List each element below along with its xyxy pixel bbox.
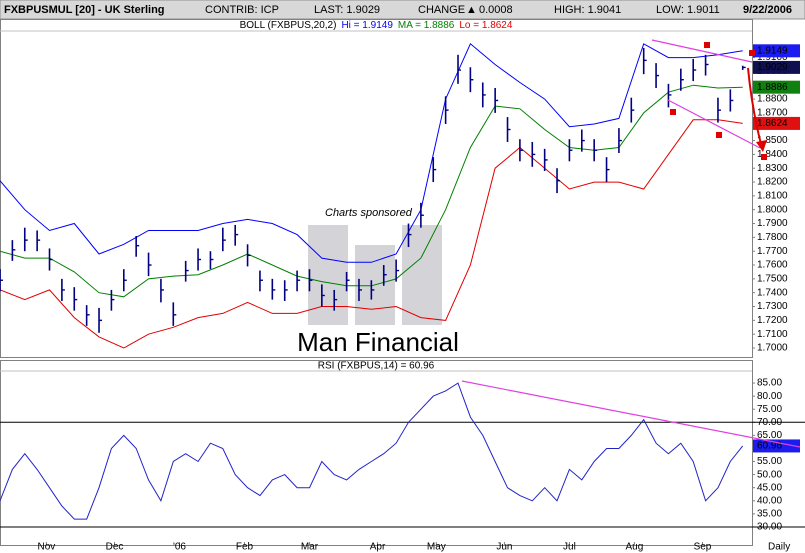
y-tick-label: 1.7000 <box>757 343 788 354</box>
x-tick-label: Jul <box>563 542 576 553</box>
period: Daily <box>768 542 790 553</box>
change: CHANGE <box>418 4 465 16</box>
x-tick-label: Jun <box>496 542 512 553</box>
change-value: 0.0008 <box>479 4 513 16</box>
value-box-label: 60.96 <box>757 441 782 452</box>
y-tick-label: 1.7900 <box>757 218 788 229</box>
x-tick-label: Nov <box>38 542 56 553</box>
y-tick-label: 1.7400 <box>757 287 788 298</box>
y-tick-label: 1.8700 <box>757 108 788 119</box>
marker <box>749 50 755 56</box>
y-tick-label: 1.7100 <box>757 329 788 340</box>
y-tick-label: 1.7200 <box>757 315 788 326</box>
chart-title: RSI (FXBPUS,14) = 60.96 <box>318 361 435 372</box>
x-tick-label: Apr <box>370 542 386 553</box>
value-box <box>753 439 800 453</box>
band-line <box>0 42 743 263</box>
x-tick-label: '06 <box>173 542 186 553</box>
marker <box>704 42 710 48</box>
change-arrow: ▲ <box>466 4 477 16</box>
band-line <box>0 119 743 349</box>
x-tick-label: Aug <box>626 542 644 553</box>
y-tick-label: 1.7800 <box>757 232 788 243</box>
value-box-label: 1.8886 <box>757 82 788 93</box>
value-box <box>753 60 800 74</box>
x-tick-label: Sep <box>694 542 712 553</box>
y-tick-label: 1.8200 <box>757 177 788 188</box>
y-tick-label: 1.8800 <box>757 94 788 105</box>
y-tick-label: 1.9100 <box>757 52 788 63</box>
value-box-label: 1.9149 <box>757 45 788 56</box>
y-tick-label: 65.00 <box>757 430 782 441</box>
brand-text: Man Financial <box>297 327 459 357</box>
rsi-panel <box>0 360 753 546</box>
y-tick-label: 40.00 <box>757 495 782 506</box>
marker <box>761 154 767 160</box>
value-box <box>753 116 800 130</box>
x-tick-label: Feb <box>236 542 254 553</box>
value-box <box>753 44 800 58</box>
y-tick-label: 75.00 <box>757 404 782 415</box>
arrow <box>747 67 763 149</box>
y-tick-label: 80.00 <box>757 391 782 402</box>
annotations <box>461 39 801 448</box>
legend-entry: MA = 1.8886 <box>398 20 455 31</box>
marker <box>716 132 722 138</box>
contrib: CONTRIB: ICP <box>205 4 279 16</box>
rsi-line <box>0 382 744 520</box>
legend-entry: Lo = 1.8624 <box>459 20 513 31</box>
high: HIGH: 1.9041 <box>554 4 621 16</box>
y-tick-label: 1.8300 <box>757 163 788 174</box>
y-tick-label: 1.8500 <box>757 135 788 146</box>
legend-entry: Hi = 1.9149 <box>341 20 393 31</box>
y-tick-label: 1.8400 <box>757 149 788 160</box>
y-tick-label: 45.00 <box>757 482 782 493</box>
marker <box>670 109 676 115</box>
y-tick-label: 50.00 <box>757 469 782 480</box>
plot-layer: 1.7000 1.7100 1.7200 1.7300 1.7400 1.7500 1.76… <box>0 20 805 553</box>
price-panel <box>0 19 753 358</box>
low: LOW: 1.9011 <box>656 4 720 16</box>
legend: BOLL (FXBPUS,20,2) Hi = 1.9149 MA = 1.8886… <box>240 20 513 31</box>
y-tick-label: 1.7700 <box>757 246 788 257</box>
x-tick-label: Dec <box>106 542 124 553</box>
y-tick-label: 85.00 <box>757 378 782 389</box>
symbol: FXBPUSMUL [20] - UK Sterling <box>4 4 165 16</box>
value-box-label: 1.8624 <box>757 118 788 129</box>
y-tick-label: 1.8000 <box>757 204 788 215</box>
value-box <box>753 80 800 94</box>
trend-line <box>651 39 753 63</box>
y-tick-label: 35.00 <box>757 509 782 520</box>
y-tick-label: 1.7300 <box>757 301 788 312</box>
last: LAST: 1.9029 <box>314 4 380 16</box>
watermark: Charts sponsored Man Financial <box>297 207 459 357</box>
arrow-head <box>756 140 767 152</box>
trend-line <box>667 99 761 149</box>
y-tick-label: 1.7500 <box>757 274 788 285</box>
legend-indicator: BOLL (FXBPUS,20,2) <box>240 20 337 31</box>
logo-block <box>308 225 348 325</box>
y-tick-label: 55.00 <box>757 456 782 467</box>
x-tick-label: May <box>427 542 446 553</box>
x-tick-label: Mar <box>301 542 319 553</box>
trend-line <box>461 380 801 448</box>
y-tick-label: 1.8100 <box>757 191 788 202</box>
y-tick-label: 1.7600 <box>757 260 788 271</box>
value-box-label: 1.9029 <box>757 62 788 73</box>
sponsor-text: Charts sponsored <box>325 207 413 219</box>
date: 9/22/2006 <box>743 4 792 16</box>
